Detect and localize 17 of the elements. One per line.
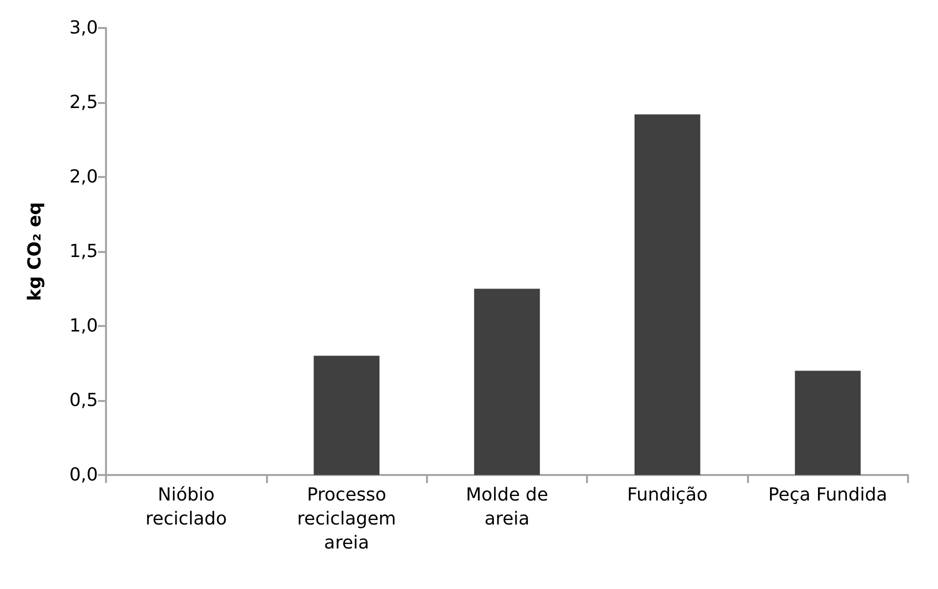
y-axis-title: kg CO₂ eq: [24, 202, 46, 301]
y-tick-label: 2,5: [69, 92, 98, 113]
y-tick-label: 0,0: [69, 464, 98, 486]
bar: [314, 356, 380, 475]
x-tick-label: Processo reciclagem areia: [297, 484, 396, 554]
x-tick-label: Peça Fundida: [768, 484, 888, 506]
bar: [794, 370, 861, 475]
x-tick-label: Molde de areia: [466, 484, 548, 530]
bar: [474, 288, 540, 475]
x-tick-label: Fundição: [627, 484, 708, 506]
y-tick-label: 3,0: [69, 18, 98, 38]
x-tick-label: Nióbio reciclado: [146, 484, 227, 530]
y-tick-label: 0,5: [69, 390, 98, 411]
y-tick-label: 2,0: [69, 166, 98, 188]
y-tick-label: 1,0: [69, 316, 98, 336]
bar: [634, 114, 700, 475]
y-tick-label: 1,5: [69, 241, 98, 262]
